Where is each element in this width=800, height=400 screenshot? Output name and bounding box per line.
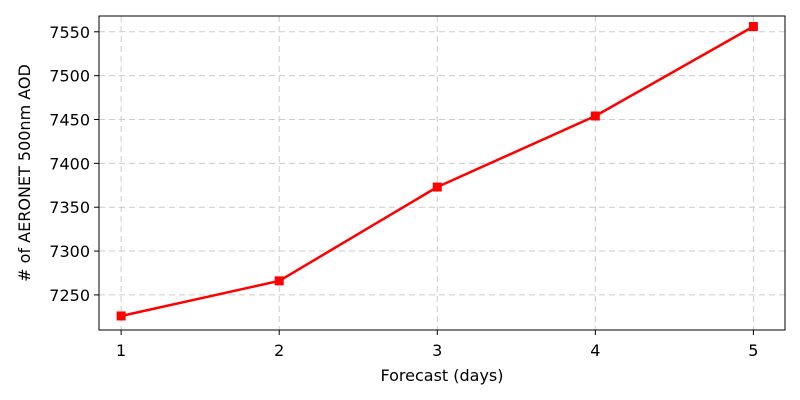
x-tick-label: 3 <box>432 341 442 360</box>
data-point <box>432 182 442 192</box>
x-axis-label: Forecast (days) <box>380 366 503 385</box>
y-tick-label: 7400 <box>49 154 90 173</box>
y-axis-label: # of AERONET 500nm AOD <box>15 64 34 282</box>
series-layer <box>116 22 758 321</box>
y-tick-label: 7250 <box>49 286 90 305</box>
grid <box>99 16 785 330</box>
y-tick-label: 7500 <box>49 67 90 86</box>
x-axis-ticks: 1 2 3 4 5 <box>116 330 758 360</box>
x-tick-label: 2 <box>274 341 284 360</box>
y-tick-label: 7300 <box>49 242 90 261</box>
y-axis-ticks: 7250 7300 7350 7400 7450 7500 7550 <box>49 23 99 305</box>
data-point <box>590 111 600 121</box>
y-tick-label: 7350 <box>49 198 90 217</box>
y-tick-label: 7450 <box>49 110 90 129</box>
x-tick-label: 5 <box>748 341 758 360</box>
data-point <box>748 22 758 32</box>
x-tick-label: 4 <box>590 341 600 360</box>
data-point <box>116 311 126 321</box>
x-tick-label: 1 <box>116 341 126 360</box>
plot-area-frame <box>98 15 786 331</box>
y-tick-label: 7550 <box>49 23 90 42</box>
data-point <box>274 276 284 286</box>
